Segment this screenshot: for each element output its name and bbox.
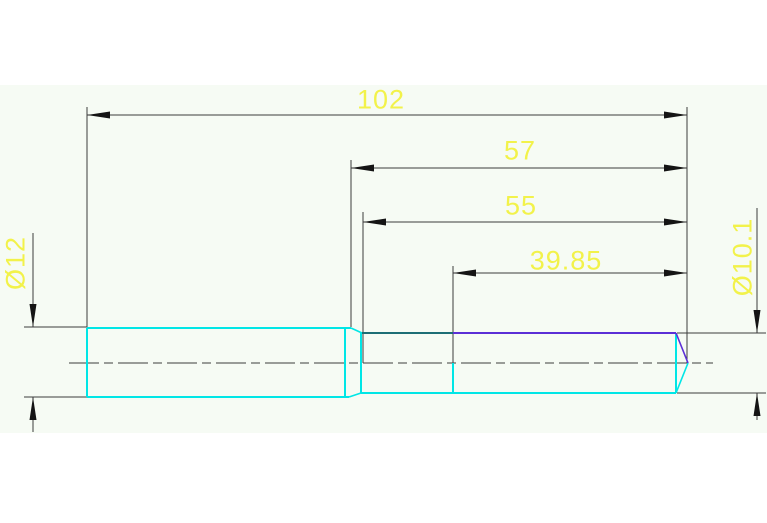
dimension-arrowhead [363,218,386,226]
dimension-arrowhead [87,111,110,119]
dimension-arrowhead [351,164,374,172]
dimension-arrowhead [664,164,687,172]
dimension-arrowhead [29,304,37,327]
dimension-arrowhead [664,269,687,277]
dim-label-dia12: Ø12 [0,235,31,291]
dimension-arrowhead [664,111,687,119]
dimension-arrowhead [753,393,761,416]
dim-label-39-85: 39.85 [529,245,603,276]
dim-label-57: 57 [503,135,537,166]
dim-label-55: 55 [504,190,538,221]
dimension-arrowhead [664,218,687,226]
dimension-arrowhead [29,397,37,420]
dimension-arrowhead [453,269,476,277]
dimension-arrowhead [753,310,761,333]
dim-label-dia101: Ø10.1 [727,217,758,297]
dim-label-102: 102 [356,84,406,115]
